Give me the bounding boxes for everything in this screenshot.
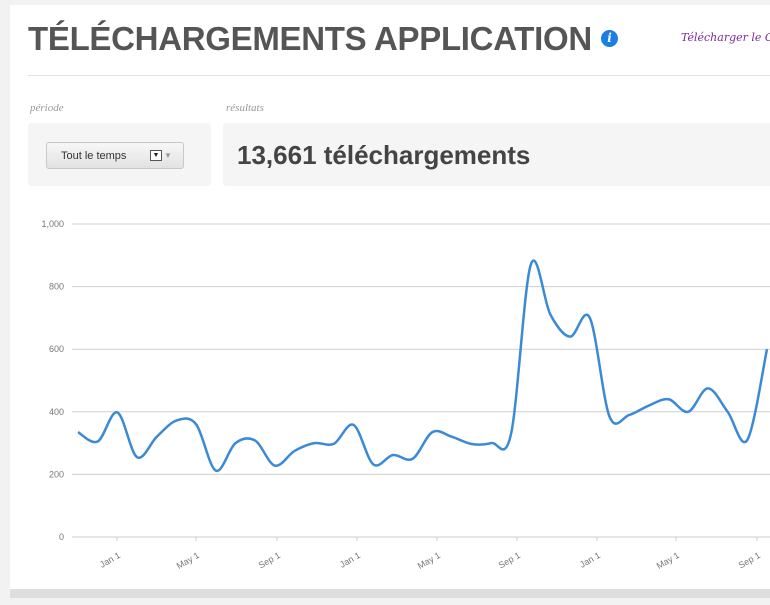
x-tick-label: May 1 — [175, 550, 201, 571]
divider — [28, 75, 770, 76]
x-tick-label: May 1 — [655, 550, 681, 571]
y-tick-label: 1,000 — [41, 219, 64, 229]
period-dropdown-value: Tout le temps — [61, 150, 127, 162]
x-tick-label: Sep 1 — [497, 550, 522, 570]
main-card — [10, 5, 770, 589]
period-dropdown[interactable]: Tout le temps ▼ ▼ — [46, 142, 184, 169]
results-total: 13,661 téléchargements — [237, 140, 531, 170]
page-title: TÉLÉCHARGEMENTS APPLICATION — [28, 20, 592, 57]
results-panel — [223, 123, 770, 186]
x-tick-label: Jan 1 — [98, 550, 122, 570]
download-csv-link[interactable]: Télécharger le CSV — [681, 31, 770, 44]
y-tick-label: 400 — [49, 407, 64, 417]
y-tick-label: 0 — [59, 532, 64, 542]
chevron-down-icon: ▼ — [150, 150, 162, 161]
period-label: période — [30, 102, 64, 114]
x-tick-label: Jan 1 — [578, 550, 602, 570]
series-line — [77, 259, 769, 472]
y-tick-label: 200 — [49, 469, 64, 479]
x-tick-label: Jan 1 — [338, 550, 362, 570]
y-tick-label: 600 — [49, 344, 64, 354]
x-tick-label: Sep 1 — [737, 550, 762, 570]
info-icon[interactable]: i — [601, 30, 618, 47]
results-label: résultats — [226, 102, 264, 114]
caret-down-icon: ▼ — [164, 151, 172, 160]
x-tick-label: May 1 — [416, 550, 442, 571]
y-tick-label: 800 — [49, 282, 64, 292]
x-tick-label: Sep 1 — [257, 550, 282, 570]
horizontal-scrollbar[interactable] — [10, 589, 770, 598]
